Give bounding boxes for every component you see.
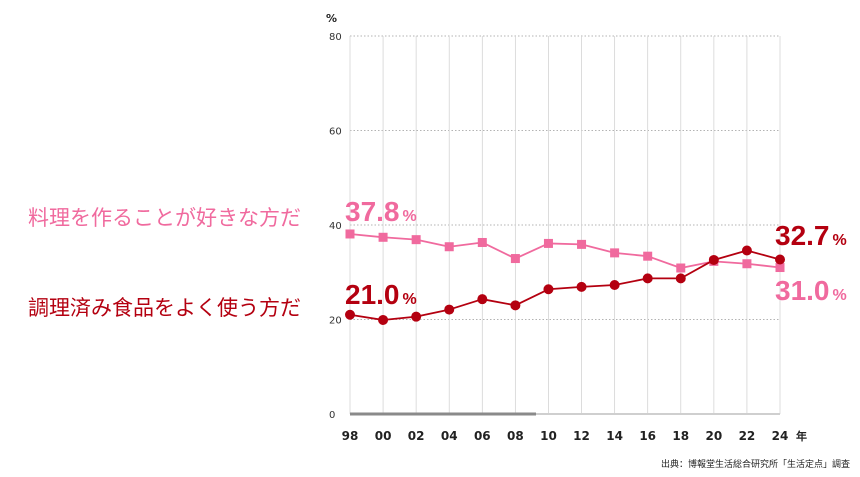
data-point-circle (708, 254, 719, 265)
data-point-square (775, 263, 785, 273)
source-note: 出典：博報堂生活総合研究所「生活定点」調査 (660, 460, 850, 470)
data-point-square (610, 248, 620, 258)
x-tick-label: 22 (739, 429, 756, 443)
data-point-square (676, 263, 686, 273)
data-point-square (378, 232, 388, 242)
data-point-circle (576, 281, 587, 292)
y-axis-unit-label: % (326, 12, 337, 25)
axes: % 年 0 20 40 60 80 98 00 02 04 06 08 10 12 14 16 18 20 22 2… (326, 12, 807, 443)
data-point-circle (345, 309, 355, 320)
callout-prepared-food-first: 21.0% (345, 281, 417, 309)
x-tick-label: 14 (606, 429, 623, 443)
x-tick-label: 16 (639, 429, 656, 443)
callout-unit: % (832, 287, 847, 304)
data-point-circle (775, 254, 785, 265)
data-point-square (444, 242, 454, 252)
legend-label-like-cooking: 料理を作ることが好きな方だ (28, 206, 301, 230)
x-tick-label: 02 (408, 429, 425, 443)
x-tick-label: 08 (507, 429, 524, 443)
data-point-square (477, 237, 487, 247)
callout-value: 21.0 (345, 279, 400, 310)
data-point-circle (543, 284, 554, 295)
x-tick-label: 00 (375, 429, 392, 443)
callout-value: 37.8 (345, 196, 400, 227)
callout-like-cooking-first: 37.8% (345, 198, 417, 226)
y-tick-label: 20 (329, 316, 342, 327)
callout-value: 32.7 (775, 220, 830, 251)
series-layer (345, 229, 785, 325)
legend-label-prepared-food: 調理済み食品をよく使う方だ (28, 296, 301, 320)
data-point-square (510, 254, 520, 264)
data-point-circle (411, 311, 422, 322)
callout-unit: % (402, 291, 417, 308)
data-point-square (643, 251, 653, 261)
data-point-circle (642, 273, 653, 284)
callout-value: 31.0 (775, 275, 830, 306)
data-point-square (543, 238, 553, 248)
data-point-square (411, 235, 421, 245)
x-tick-label: 18 (672, 429, 689, 443)
x-tick-label: 04 (441, 429, 458, 443)
data-point-circle (477, 294, 488, 305)
data-point-square (742, 259, 752, 269)
x-tick-label: 24 (772, 429, 789, 443)
x-tick-label: 10 (540, 429, 557, 443)
data-point-circle (444, 304, 455, 315)
x-tick-label: 20 (705, 429, 722, 443)
data-point-circle (378, 314, 389, 325)
data-point-circle (675, 273, 686, 284)
y-tick-label: 40 (329, 221, 342, 232)
y-tick-label: 60 (329, 127, 342, 138)
x-axis-unit-label: 年 (796, 429, 807, 443)
data-point-square (577, 239, 587, 249)
callout-prepared-food-last: 32.7% (775, 222, 847, 250)
callout-unit: % (402, 208, 417, 225)
grid (349, 35, 781, 414)
data-point-circle (510, 300, 521, 311)
x-tick-label: 98 (342, 429, 359, 443)
x-tick-label: 12 (573, 429, 590, 443)
series-line-1 (349, 249, 781, 321)
callout-unit: % (832, 232, 847, 249)
y-tick-label: 0 (329, 410, 335, 421)
y-tick-label: 80 (329, 32, 342, 43)
data-point-square (345, 229, 355, 239)
data-point-circle (609, 280, 620, 291)
x-tick-label: 06 (474, 429, 491, 443)
data-point-circle (741, 245, 752, 256)
callout-like-cooking-last: 31.0% (775, 277, 847, 305)
